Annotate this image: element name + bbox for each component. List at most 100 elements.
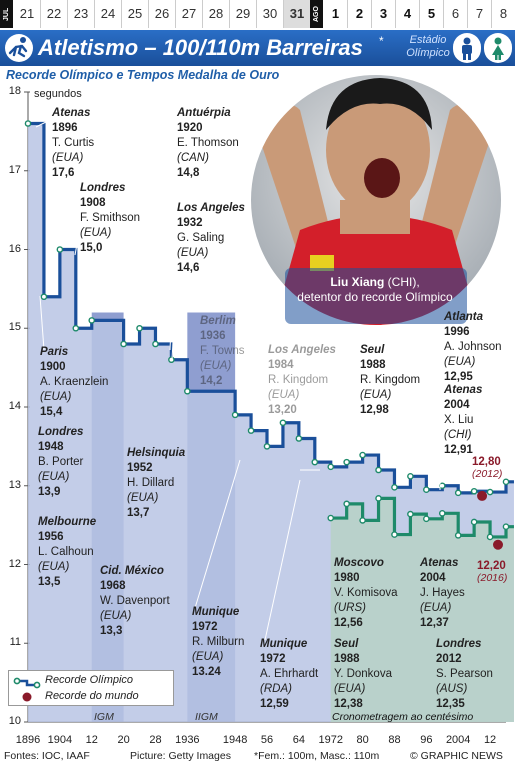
annotation-year: 1980 [334, 572, 360, 584]
world-record-marker [493, 539, 503, 550]
annotation-city: Helsinquia [127, 447, 186, 459]
leader-line [74, 199, 86, 256]
date-day-aug: 2 [348, 0, 372, 28]
annotation-country: (EUA) [80, 227, 112, 239]
annotation-year: 1920 [177, 122, 203, 134]
annotation-time: 12,59 [260, 698, 289, 710]
annotation-year: 1996 [444, 326, 470, 338]
footer: Fontes: IOC, IAAF Picture: Getty Images … [0, 750, 515, 766]
annotation-city: Atenas [52, 107, 91, 119]
data-point [184, 387, 191, 395]
data-point [120, 340, 127, 348]
data-point [502, 523, 510, 531]
data-point [454, 489, 462, 497]
annotation-name: R. Kingdom [268, 374, 329, 386]
annotation-country: (CHI) [444, 429, 472, 441]
data-point [56, 246, 64, 253]
annotation-name: A. Ehrhardt [260, 668, 319, 680]
annotation-year: 1896 [52, 122, 78, 134]
footer-picture: Picture: Getty Images [130, 750, 231, 762]
annotation-time: 17,6 [52, 167, 75, 179]
x-tick-label: 1904 [47, 734, 73, 746]
annotation-country: (EUA) [127, 492, 159, 504]
data-point [359, 451, 366, 459]
annotation-time: 12,95 [444, 371, 473, 383]
x-tick-label: 1948 [222, 734, 248, 746]
annotation-name: A. Kraenzlein [40, 376, 109, 388]
data-point [40, 293, 48, 301]
x-tick-label: 64 [292, 734, 305, 746]
date-day-jul: 30 [257, 0, 284, 28]
men-icon [453, 33, 481, 63]
result-annotation: Helsinquia 1952 H. Dillard (EUA) 13,7 [127, 446, 185, 521]
world-record-men-year: (2012) [472, 468, 503, 480]
x-tick-label: 1972 [318, 734, 343, 746]
annotation-year: 1932 [177, 217, 203, 229]
data-point [311, 458, 319, 466]
annotation-country: (EUA) [192, 651, 224, 663]
annotation-name: X. Liu [444, 414, 474, 426]
annotation-country: (EUA) [38, 561, 70, 573]
annotation-time: 14,6 [177, 262, 200, 274]
annotation-country: (URS) [334, 602, 366, 614]
result-annotation: Los Angeles 1984 R. Kingdom (EUA) 13,20 [268, 343, 336, 418]
leader-line [39, 295, 45, 351]
annotation-city: Seul [360, 344, 385, 356]
world-record-men-value: 12,80 [472, 456, 501, 468]
venue-label: Estádio Olímpico [406, 34, 450, 59]
date-day-jul: 22 [41, 0, 68, 28]
data-point [486, 533, 494, 541]
world-record-women-value: 12,20 [477, 560, 506, 572]
page-title: Atletismo – 100/110m Barreiras [38, 35, 363, 60]
annotation-name: L. Calhoun [38, 546, 94, 558]
data-point [423, 515, 430, 523]
x-tick-label: 56 [260, 734, 274, 746]
annotation-country: (EUA) [100, 610, 132, 622]
date-day-aug: 3 [372, 0, 396, 28]
annotation-year: 1988 [334, 653, 360, 665]
photo-caption-country: (CHI), [384, 275, 420, 289]
athletics-icon [5, 34, 33, 62]
data-point [88, 317, 96, 324]
annotation-time: 13.24 [192, 666, 221, 678]
data-point [295, 435, 303, 442]
legend-swatches [13, 677, 41, 702]
leader-line [171, 214, 181, 361]
photo-caption: Liu Xiang (CHI), detentor do recorde Olí… [290, 275, 460, 305]
x-tick-label: 12 [85, 734, 98, 746]
result-annotation: Paris 1900 A. Kraenzlein (EUA) 15,4 [40, 345, 108, 420]
data-point [470, 487, 478, 495]
date-day-aug: 4 [396, 0, 420, 28]
annotation-city: Melbourne [38, 516, 97, 528]
world-record-marker [477, 490, 488, 501]
result-annotation: Londres 1908 F. Smithson (EUA) 15,0 [80, 181, 140, 256]
y-tick-label: 10 [8, 715, 21, 727]
data-point [391, 531, 398, 538]
annotation-year: 1948 [38, 441, 64, 453]
x-tick-label: 88 [388, 734, 401, 746]
annotation-time: 15,0 [80, 242, 103, 254]
annotation-country: (RDA) [260, 683, 292, 695]
y-axis-label: segundos [34, 88, 82, 100]
data-point [454, 532, 462, 539]
y-tick-label: 13 [8, 478, 21, 491]
annotation-year: 1988 [360, 359, 386, 371]
result-annotation: Londres 1948 B. Porter (EUA) 13,9 [38, 425, 83, 500]
annotation-name: F. Smithson [80, 212, 141, 224]
annotation-city: Seul [334, 638, 359, 650]
date-day-jul: 25 [122, 0, 149, 28]
photo-caption-desc: detentor do recorde Olímpico [297, 290, 453, 304]
data-point [407, 472, 414, 480]
date-day-aug: 7 [468, 0, 492, 28]
annotation-year: 1972 [260, 653, 286, 665]
title-footnote-mark: * [379, 34, 384, 48]
footer-sources: Fontes: IOC, IAAF [4, 750, 90, 762]
result-annotation: Seul 1988 Y. Donkova (EUA) 12,38 [334, 637, 392, 712]
annotation-time: 12,98 [360, 404, 389, 416]
x-tick-label: 2004 [445, 734, 471, 746]
annotation-city: Atenas [444, 384, 483, 396]
annotation-name: S. Pearson [436, 668, 493, 680]
x-tick-label: 1896 [15, 734, 41, 746]
